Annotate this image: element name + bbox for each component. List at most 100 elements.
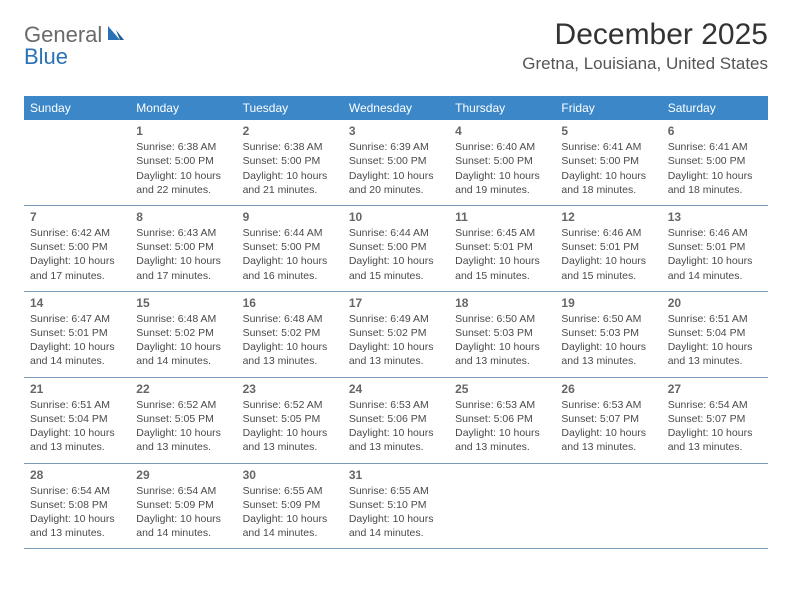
calendar-cell: 4Sunrise: 6:40 AMSunset: 5:00 PMDaylight… — [449, 120, 555, 205]
day-number: 24 — [349, 381, 443, 397]
sunset-line: Sunset: 5:07 PM — [561, 412, 655, 426]
calendar-cell — [662, 463, 768, 549]
sunset-line: Sunset: 5:03 PM — [455, 326, 549, 340]
calendar-cell: 18Sunrise: 6:50 AMSunset: 5:03 PMDayligh… — [449, 291, 555, 377]
daylight-line: Daylight: 10 hours and 13 minutes. — [668, 426, 762, 454]
day-number: 25 — [455, 381, 549, 397]
weekday-sun: Sunday — [24, 96, 130, 120]
title-block: December 2025 Gretna, Louisiana, United … — [522, 18, 768, 74]
daylight-line: Daylight: 10 hours and 17 minutes. — [30, 254, 124, 282]
sunrise-line: Sunrise: 6:50 AM — [455, 312, 549, 326]
sunrise-line: Sunrise: 6:47 AM — [30, 312, 124, 326]
calendar-cell: 13Sunrise: 6:46 AMSunset: 5:01 PMDayligh… — [662, 205, 768, 291]
daylight-line: Daylight: 10 hours and 19 minutes. — [455, 169, 549, 197]
daylight-line: Daylight: 10 hours and 13 minutes. — [349, 340, 443, 368]
sunrise-line: Sunrise: 6:46 AM — [668, 226, 762, 240]
calendar-cell: 11Sunrise: 6:45 AMSunset: 5:01 PMDayligh… — [449, 205, 555, 291]
day-number: 29 — [136, 467, 230, 483]
sunset-line: Sunset: 5:09 PM — [243, 498, 337, 512]
logo-line2: Blue — [24, 44, 68, 70]
sunset-line: Sunset: 5:07 PM — [668, 412, 762, 426]
day-number: 22 — [136, 381, 230, 397]
calendar-row: 1Sunrise: 6:38 AMSunset: 5:00 PMDaylight… — [24, 120, 768, 205]
daylight-line: Daylight: 10 hours and 13 minutes. — [30, 512, 124, 540]
sunset-line: Sunset: 5:00 PM — [668, 154, 762, 168]
sunrise-line: Sunrise: 6:48 AM — [243, 312, 337, 326]
sunset-line: Sunset: 5:02 PM — [136, 326, 230, 340]
calendar-cell: 2Sunrise: 6:38 AMSunset: 5:00 PMDaylight… — [237, 120, 343, 205]
calendar-cell: 15Sunrise: 6:48 AMSunset: 5:02 PMDayligh… — [130, 291, 236, 377]
sunrise-line: Sunrise: 6:49 AM — [349, 312, 443, 326]
sunrise-line: Sunrise: 6:51 AM — [668, 312, 762, 326]
location: Gretna, Louisiana, United States — [522, 54, 768, 74]
day-number: 4 — [455, 123, 549, 139]
day-number: 28 — [30, 467, 124, 483]
daylight-line: Daylight: 10 hours and 13 minutes. — [668, 340, 762, 368]
day-number: 12 — [561, 209, 655, 225]
daylight-line: Daylight: 10 hours and 14 minutes. — [243, 512, 337, 540]
sunset-line: Sunset: 5:01 PM — [561, 240, 655, 254]
sunrise-line: Sunrise: 6:41 AM — [668, 140, 762, 154]
sunset-line: Sunset: 5:00 PM — [455, 154, 549, 168]
weekday-sat: Saturday — [662, 96, 768, 120]
daylight-line: Daylight: 10 hours and 13 minutes. — [561, 426, 655, 454]
sunrise-line: Sunrise: 6:41 AM — [561, 140, 655, 154]
day-number: 14 — [30, 295, 124, 311]
calendar-cell: 17Sunrise: 6:49 AMSunset: 5:02 PMDayligh… — [343, 291, 449, 377]
weekday-thu: Thursday — [449, 96, 555, 120]
sunrise-line: Sunrise: 6:52 AM — [243, 398, 337, 412]
day-number: 9 — [243, 209, 337, 225]
daylight-line: Daylight: 10 hours and 15 minutes. — [561, 254, 655, 282]
day-number: 20 — [668, 295, 762, 311]
sunrise-line: Sunrise: 6:38 AM — [243, 140, 337, 154]
calendar-cell: 23Sunrise: 6:52 AMSunset: 5:05 PMDayligh… — [237, 377, 343, 463]
sunset-line: Sunset: 5:04 PM — [668, 326, 762, 340]
sunrise-line: Sunrise: 6:53 AM — [455, 398, 549, 412]
calendar-cell: 12Sunrise: 6:46 AMSunset: 5:01 PMDayligh… — [555, 205, 661, 291]
calendar-cell: 26Sunrise: 6:53 AMSunset: 5:07 PMDayligh… — [555, 377, 661, 463]
calendar-cell — [449, 463, 555, 549]
daylight-line: Daylight: 10 hours and 13 minutes. — [349, 426, 443, 454]
calendar-cell: 7Sunrise: 6:42 AMSunset: 5:00 PMDaylight… — [24, 205, 130, 291]
sunrise-line: Sunrise: 6:42 AM — [30, 226, 124, 240]
calendar-cell: 19Sunrise: 6:50 AMSunset: 5:03 PMDayligh… — [555, 291, 661, 377]
daylight-line: Daylight: 10 hours and 13 minutes. — [243, 340, 337, 368]
sunset-line: Sunset: 5:00 PM — [136, 154, 230, 168]
calendar-cell: 29Sunrise: 6:54 AMSunset: 5:09 PMDayligh… — [130, 463, 236, 549]
daylight-line: Daylight: 10 hours and 14 minutes. — [30, 340, 124, 368]
sunrise-line: Sunrise: 6:52 AM — [136, 398, 230, 412]
sunset-line: Sunset: 5:05 PM — [136, 412, 230, 426]
sunrise-line: Sunrise: 6:51 AM — [30, 398, 124, 412]
day-number: 6 — [668, 123, 762, 139]
day-number: 16 — [243, 295, 337, 311]
day-number: 7 — [30, 209, 124, 225]
daylight-line: Daylight: 10 hours and 20 minutes. — [349, 169, 443, 197]
weekday-wed: Wednesday — [343, 96, 449, 120]
calendar-cell: 30Sunrise: 6:55 AMSunset: 5:09 PMDayligh… — [237, 463, 343, 549]
day-number: 26 — [561, 381, 655, 397]
day-number: 3 — [349, 123, 443, 139]
sunrise-line: Sunrise: 6:54 AM — [668, 398, 762, 412]
header: General December 2025 Gretna, Louisiana,… — [24, 18, 768, 74]
sunset-line: Sunset: 5:01 PM — [30, 326, 124, 340]
sunrise-line: Sunrise: 6:50 AM — [561, 312, 655, 326]
sunset-line: Sunset: 5:04 PM — [30, 412, 124, 426]
daylight-line: Daylight: 10 hours and 14 minutes. — [668, 254, 762, 282]
day-number: 5 — [561, 123, 655, 139]
day-number: 30 — [243, 467, 337, 483]
day-number: 1 — [136, 123, 230, 139]
sunset-line: Sunset: 5:06 PM — [455, 412, 549, 426]
daylight-line: Daylight: 10 hours and 13 minutes. — [455, 340, 549, 368]
daylight-line: Daylight: 10 hours and 14 minutes. — [136, 512, 230, 540]
sunrise-line: Sunrise: 6:53 AM — [561, 398, 655, 412]
weekday-fri: Friday — [555, 96, 661, 120]
calendar-row: 21Sunrise: 6:51 AMSunset: 5:04 PMDayligh… — [24, 377, 768, 463]
daylight-line: Daylight: 10 hours and 14 minutes. — [136, 340, 230, 368]
sunrise-line: Sunrise: 6:46 AM — [561, 226, 655, 240]
calendar-cell: 24Sunrise: 6:53 AMSunset: 5:06 PMDayligh… — [343, 377, 449, 463]
calendar-cell: 6Sunrise: 6:41 AMSunset: 5:00 PMDaylight… — [662, 120, 768, 205]
sunset-line: Sunset: 5:00 PM — [349, 154, 443, 168]
sunrise-line: Sunrise: 6:55 AM — [349, 484, 443, 498]
sunset-line: Sunset: 5:00 PM — [136, 240, 230, 254]
sunrise-line: Sunrise: 6:43 AM — [136, 226, 230, 240]
